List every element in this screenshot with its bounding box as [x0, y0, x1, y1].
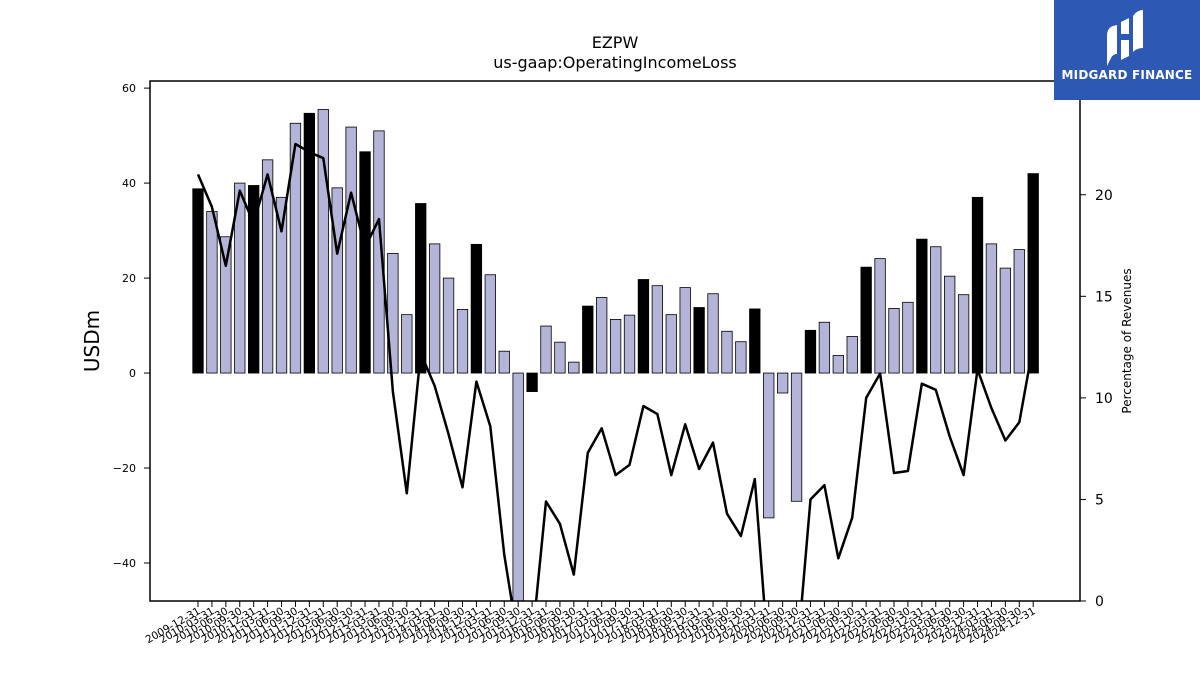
plot-frame [149, 80, 1081, 602]
bar-2020-09-30 [790, 372, 803, 502]
bar-2022-09-30 [902, 301, 914, 374]
y-tick-label: 0 [129, 367, 136, 380]
brand-logo: MIDGARD FINANCE [1054, 0, 1200, 100]
bar-2015-03-31 [484, 274, 496, 374]
bar-2011-06-30 [275, 196, 288, 374]
bar-2023-03-31 [930, 246, 942, 374]
bar-2018-03-31 [651, 285, 664, 374]
chart-subtitle: us-gaap:OperatingIncomeLoss [493, 53, 737, 72]
bar-2010-06-30 [220, 236, 232, 374]
bar-2013-09-30 [401, 314, 413, 374]
percentage-line [196, 142, 1035, 601]
bar-2015-06-30 [498, 350, 510, 374]
y2-tick-label: 5 [1095, 492, 1104, 508]
bar-2022-12-31 [916, 238, 928, 374]
y-tick-label: 40 [122, 177, 136, 190]
bar-2010-12-31 [248, 185, 260, 374]
bar-2013-03-31 [373, 130, 385, 374]
bar-2023-09-30 [957, 294, 970, 374]
midgard-logo-icon [1107, 10, 1143, 66]
bar-2017-06-30 [609, 318, 622, 374]
bar-2024-03-31 [985, 243, 998, 374]
bar-2021-03-31 [818, 321, 831, 374]
bar-2019-03-31 [707, 293, 719, 374]
chart-title: EZPW [592, 33, 639, 52]
bar-2012-06-30 [331, 187, 343, 374]
brand-name: MIDGARD FINANCE [1061, 68, 1193, 82]
bar-2022-06-30 [888, 308, 900, 374]
bar-2016-03-31 [540, 325, 552, 374]
y-tick-label: 60 [122, 82, 136, 95]
bar-2014-06-30 [442, 277, 455, 374]
bar-2024-09-30 [1013, 249, 1025, 374]
y2-tick-label: 0 [1095, 594, 1104, 610]
bar-2024-06-30 [999, 267, 1012, 374]
bar-2016-12-31 [582, 305, 594, 374]
y-axis-right: 0 5 10 15 20 [1080, 188, 1113, 610]
bar-2014-03-31 [428, 243, 441, 374]
x-axis: 2009-12-312010-03-312010-06-302010-09-30… [144, 601, 1038, 646]
bar-2012-03-31 [317, 109, 329, 374]
y2-axis-label: Percentage of Revenues [1120, 268, 1134, 413]
bars-layer [192, 109, 1039, 601]
bar-2013-12-31 [415, 203, 427, 374]
bar-2016-06-30 [554, 341, 566, 374]
y2-tick-label: 20 [1095, 188, 1113, 204]
bar-2010-03-31 [206, 211, 218, 374]
bar-2019-06-30 [721, 330, 733, 374]
bar-2023-12-31 [971, 196, 984, 374]
bar-2009-12-31 [192, 188, 204, 374]
y2-tick-label: 15 [1095, 289, 1113, 305]
bar-2012-12-31 [359, 151, 371, 374]
bar-2020-12-31 [804, 329, 817, 374]
bar-2011-09-30 [289, 122, 302, 374]
bar-2021-06-30 [832, 355, 844, 374]
bar-2017-03-31 [596, 297, 608, 374]
bar-2023-06-30 [944, 275, 956, 374]
bar-2019-09-30 [735, 341, 747, 374]
y2-tick-label: 10 [1095, 391, 1113, 407]
bar-2021-12-31 [860, 266, 872, 374]
y-tick-label: −20 [113, 462, 136, 475]
bar-2018-09-30 [679, 287, 691, 374]
bar-2019-12-31 [749, 308, 761, 374]
bar-2016-09-30 [568, 361, 580, 374]
bar-2021-09-30 [846, 336, 858, 374]
bar-2011-12-31 [303, 112, 316, 374]
bar-2024-12-31 [1027, 173, 1039, 374]
bar-2014-12-31 [470, 243, 483, 374]
bar-2022-03-31 [874, 258, 886, 374]
bar-2012-09-30 [345, 126, 357, 374]
bar-2018-06-30 [665, 314, 677, 374]
bar-2020-03-31 [763, 372, 775, 519]
y-tick-label: 20 [122, 272, 136, 285]
bar-2010-09-30 [234, 182, 246, 374]
bar-2018-12-31 [693, 307, 705, 374]
bar-2020-06-30 [776, 372, 789, 394]
bar-2011-03-31 [261, 159, 274, 374]
bar-2017-12-31 [637, 279, 650, 374]
bar-2017-09-30 [623, 314, 636, 374]
bar-2015-09-30 [512, 372, 524, 601]
line-layer [196, 142, 1035, 601]
y-axis-left: −40 −20 0 20 40 60 [113, 82, 150, 570]
y-tick-label: −40 [113, 557, 136, 570]
bar-2014-09-30 [456, 309, 469, 374]
y-axis-label: USDm [80, 310, 104, 372]
bar-2015-12-31 [526, 372, 538, 392]
